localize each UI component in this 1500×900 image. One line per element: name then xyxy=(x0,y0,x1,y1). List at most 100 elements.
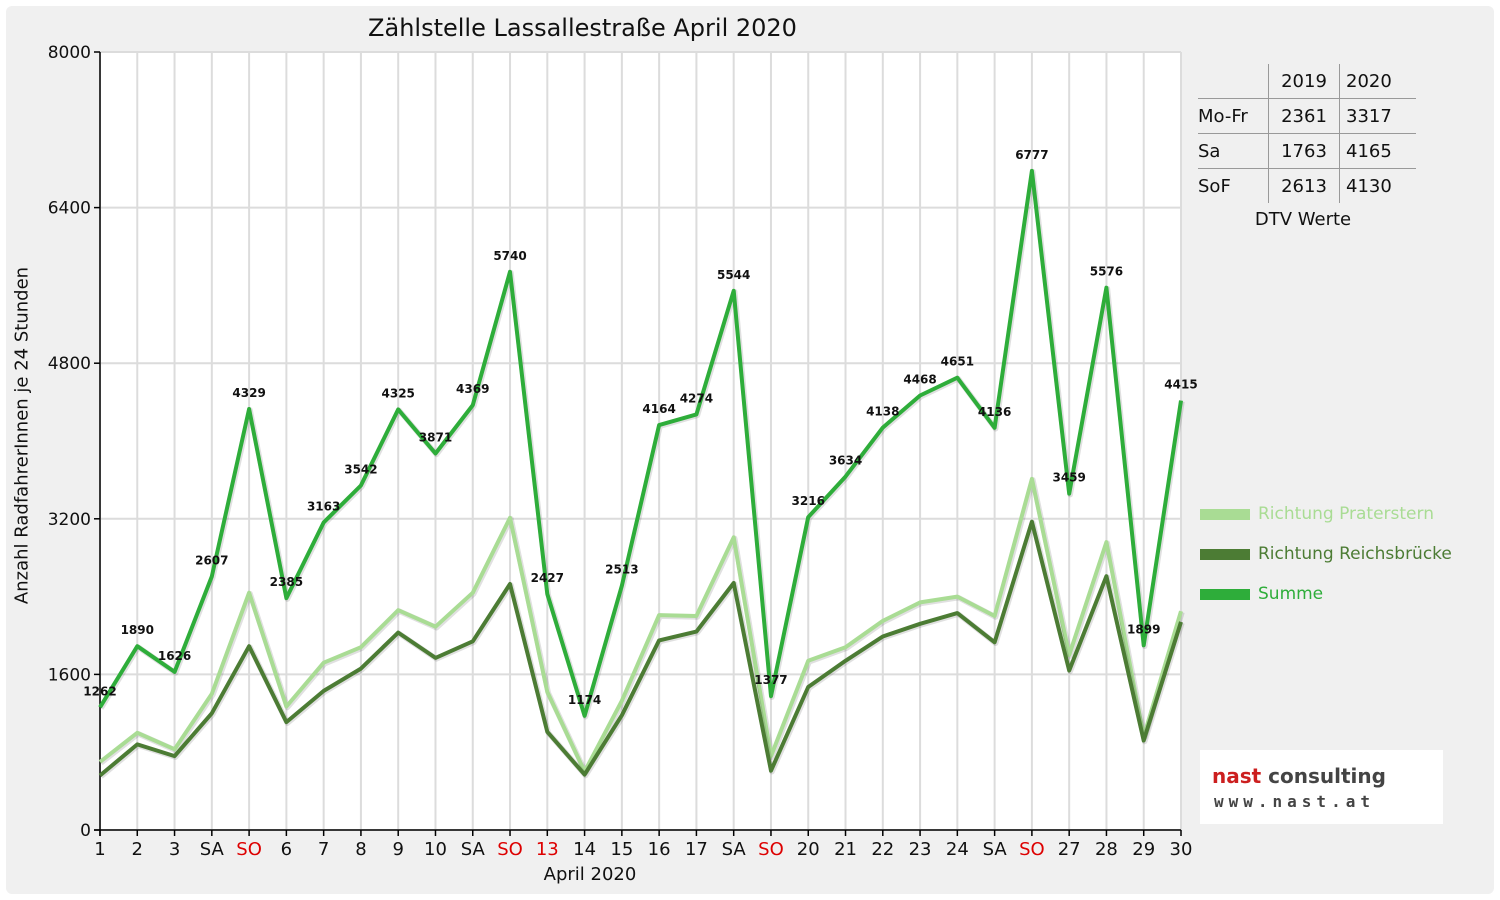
x-tick-label: 7 xyxy=(318,839,329,860)
x-tick-label: 24 xyxy=(946,839,969,860)
x-tick-label: 29 xyxy=(1132,839,1155,860)
data-label: 4369 xyxy=(456,382,489,396)
legend-label: Summe xyxy=(1258,584,1324,604)
data-label: 4468 xyxy=(903,372,936,386)
x-tick-label: SO xyxy=(236,839,262,860)
x-tick-label: 3 xyxy=(169,839,180,860)
data-label: 2607 xyxy=(195,553,228,567)
data-label: 4651 xyxy=(941,355,974,369)
dtv-header-empty xyxy=(1198,64,1269,99)
data-label: 3542 xyxy=(344,463,377,477)
dtv-cell: 1763 xyxy=(1268,133,1340,169)
dtv-table: 2019 2020 Mo-Fr 2361 3317 Sa 1763 4165 S… xyxy=(1198,64,1416,230)
dtv-cell: 2613 xyxy=(1268,168,1340,203)
y-tick-label: 8000 xyxy=(48,43,91,63)
data-label: 1174 xyxy=(568,693,601,707)
dtv-caption: DTV Werte xyxy=(1254,209,1352,230)
data-label: 3163 xyxy=(307,499,340,513)
x-tick-label: SA xyxy=(461,839,486,860)
data-label: 4136 xyxy=(978,405,1011,419)
dtv-row-label: Sa xyxy=(1198,133,1269,169)
data-label: 2513 xyxy=(605,563,638,577)
x-tick-label: 9 xyxy=(392,839,403,860)
x-tick-label: 8 xyxy=(355,839,366,860)
logo-name: nast consulting xyxy=(1212,764,1386,788)
x-tick-label: SO xyxy=(497,839,523,860)
dtv-header-2019: 2019 xyxy=(1268,64,1340,99)
x-tick-label: SA xyxy=(200,839,225,860)
data-label: 1377 xyxy=(754,673,787,687)
dtv-cell: 4165 xyxy=(1339,133,1416,169)
x-tick-label: SO xyxy=(1019,839,1045,860)
data-label: 4329 xyxy=(232,386,265,400)
data-label: 5740 xyxy=(493,249,526,263)
legend-swatch xyxy=(1200,588,1250,600)
plot-area xyxy=(100,52,1181,830)
legend-item-summe: Summe xyxy=(1200,574,1452,614)
legend-item-praterstern: Richtung Praterstern xyxy=(1200,494,1452,534)
data-label: 1899 xyxy=(1127,622,1160,636)
y-tick-label: 6400 xyxy=(48,199,91,219)
legend-swatch xyxy=(1200,508,1250,520)
series-line-reichsbruecke xyxy=(98,519,1183,778)
legend-swatch xyxy=(1200,548,1250,560)
series-line-praterstern xyxy=(98,476,1183,774)
x-tick-label: SA xyxy=(722,839,747,860)
data-label: 4138 xyxy=(866,405,899,419)
y-tick-label: 3200 xyxy=(48,510,91,530)
dtv-cell: 3317 xyxy=(1339,98,1416,134)
x-tick-label: 30 xyxy=(1170,839,1193,860)
data-label: 4415 xyxy=(1164,378,1197,392)
data-label: 1626 xyxy=(158,649,191,663)
x-tick-label: 20 xyxy=(797,839,820,860)
dtv-cell: 2361 xyxy=(1268,98,1340,134)
x-tick-label: 21 xyxy=(834,839,857,860)
x-tick-label: 23 xyxy=(909,839,932,860)
y-tick-label: 4800 xyxy=(48,354,91,374)
data-label: 3459 xyxy=(1052,471,1085,485)
data-label: 3634 xyxy=(829,454,862,468)
legend-item-reichsbruecke: Richtung Reichsbrücke xyxy=(1200,534,1452,574)
x-tick-label: SO xyxy=(758,839,784,860)
x-axis-label: April 2020 xyxy=(543,864,637,885)
legend-label: Richtung Praterstern xyxy=(1258,504,1434,524)
logo-name-part2: consulting xyxy=(1261,764,1386,788)
data-label: 2427 xyxy=(531,571,564,585)
data-label: 4325 xyxy=(382,386,415,400)
data-label: 5544 xyxy=(717,268,750,282)
x-tick-label: 22 xyxy=(871,839,894,860)
x-tick-label: 28 xyxy=(1095,839,1118,860)
data-label: 1890 xyxy=(121,623,154,637)
dtv-cell: 4130 xyxy=(1339,168,1416,203)
x-tick-label: 6 xyxy=(281,839,292,860)
y-axis-label: Anzahl RadfahrerInnen je 24 Stunden xyxy=(11,266,33,605)
legend: Richtung Praterstern Richtung Reichsbrüc… xyxy=(1200,494,1452,614)
data-label: 3871 xyxy=(419,431,452,445)
x-tick-label: 15 xyxy=(610,839,633,860)
data-label: 3216 xyxy=(792,494,825,508)
data-label: 6777 xyxy=(1015,148,1048,162)
x-tick-label: 27 xyxy=(1058,839,1081,860)
data-label: 4164 xyxy=(642,402,675,416)
y-tick-label: 1600 xyxy=(48,665,91,685)
x-tick-label: SA xyxy=(983,839,1008,860)
dtv-row-label: SoF xyxy=(1198,168,1269,203)
x-tick-label: 2 xyxy=(132,839,143,860)
data-label: 1262 xyxy=(83,684,116,698)
data-label: 2385 xyxy=(270,575,303,589)
y-tick-label: 0 xyxy=(80,821,91,841)
x-tick-label: 16 xyxy=(648,839,671,860)
series-line-summe xyxy=(98,168,1183,718)
x-tick-label: 13 xyxy=(536,839,559,860)
data-label: 4274 xyxy=(680,391,713,405)
logo-name-part1: nast xyxy=(1212,764,1262,788)
chart-title: Zählstelle Lassallestraße April 2020 xyxy=(368,14,797,42)
dtv-header-2020: 2020 xyxy=(1339,64,1416,99)
data-label: 5576 xyxy=(1090,265,1123,279)
legend-label: Richtung Reichsbrücke xyxy=(1258,544,1452,564)
dtv-row-label: Mo-Fr xyxy=(1198,98,1269,134)
logo-url: www.nast.at xyxy=(1214,792,1375,811)
nast-consulting-logo: nast consulting www.nast.at xyxy=(1200,750,1443,824)
x-tick-label: 1 xyxy=(94,839,105,860)
